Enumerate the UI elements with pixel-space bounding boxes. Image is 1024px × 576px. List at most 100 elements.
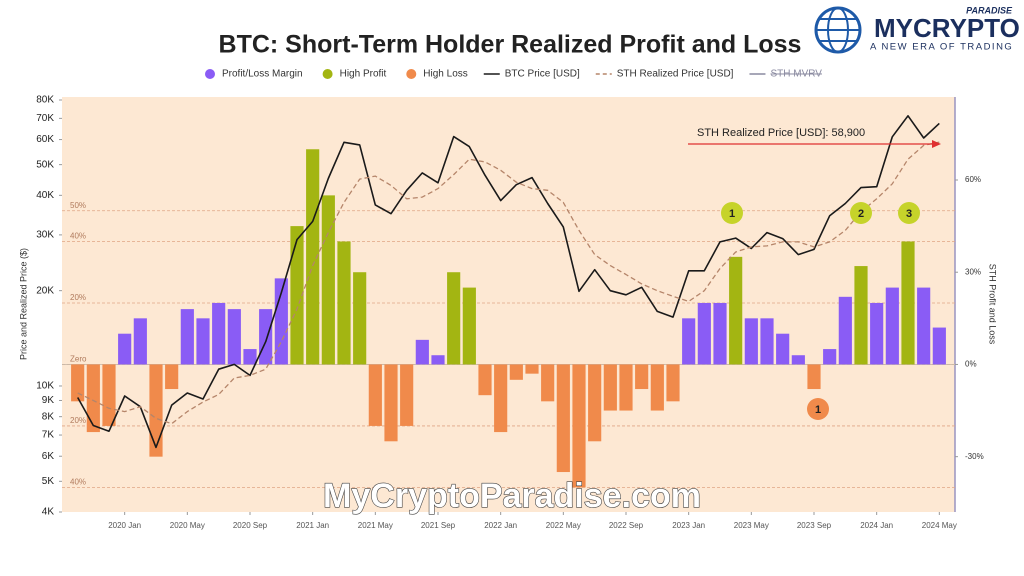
line <box>77 141 940 425</box>
bar <box>384 364 398 442</box>
y-tick-label: 7K <box>42 430 55 441</box>
x-tick-label: 2023 Jan <box>672 521 705 530</box>
y-tick-label: 70K <box>36 113 54 124</box>
bar <box>149 364 163 457</box>
y-tick-label: 8K <box>42 411 55 422</box>
legend-marker <box>406 69 417 79</box>
bar <box>180 309 194 365</box>
bar <box>243 349 257 365</box>
marker-label: 1 <box>815 404 821 416</box>
bar <box>556 364 570 473</box>
bar <box>870 302 884 365</box>
bar <box>509 364 523 380</box>
y2-tick-label: 60% <box>965 175 981 184</box>
line <box>77 115 940 449</box>
guide-label: Zero <box>70 355 87 364</box>
y-tick-label: 60K <box>36 134 54 145</box>
x-tick-label: 2020 Sep <box>233 521 268 530</box>
bar <box>133 318 147 365</box>
y2-tick-label: 30% <box>965 267 981 276</box>
x-tick-label: 2022 Sep <box>609 521 644 530</box>
guide-label: 40% <box>70 478 86 487</box>
bar <box>885 287 899 365</box>
y-tick-label: 80K <box>36 95 54 106</box>
x-tick-label: 2023 May <box>734 521 769 530</box>
marker-badge <box>850 202 872 224</box>
annotation-arrow-head <box>932 140 941 148</box>
y-tick-label: 10K <box>36 381 54 392</box>
watermark: MyCryptoParadise.com <box>323 477 701 515</box>
bar <box>478 364 492 396</box>
plot-area <box>62 97 955 512</box>
bar <box>807 364 821 390</box>
bar <box>901 241 915 365</box>
x-tick-label: 2024 Jan <box>860 521 893 530</box>
bar <box>525 364 539 374</box>
marker-badge <box>898 202 920 224</box>
bar <box>196 318 210 365</box>
bar <box>102 364 116 426</box>
bar <box>744 318 758 365</box>
y2-axis-title: STH Profit and Loss <box>988 264 998 345</box>
bar <box>227 309 241 365</box>
y-tick-label: 40K <box>36 190 54 201</box>
y2-tick-label: 0% <box>965 360 977 369</box>
bar <box>415 339 429 365</box>
legend-label: STH Realized Price [USD] <box>617 69 734 80</box>
chart-title: BTC: Short-Term Holder Realized Profit a… <box>219 31 802 59</box>
bar <box>259 309 273 365</box>
x-tick-label: 2021 Sep <box>421 521 456 530</box>
bar <box>447 272 461 365</box>
x-tick-label: 2023 Sep <box>797 521 832 530</box>
bar <box>86 364 100 433</box>
bar <box>290 226 304 365</box>
bar <box>776 333 790 365</box>
guide-label: 20% <box>70 416 86 425</box>
bar <box>321 195 335 365</box>
bar <box>337 241 351 365</box>
bar <box>572 364 586 488</box>
guide-label: 20% <box>70 293 86 302</box>
bar <box>165 364 179 390</box>
x-tick-label: 2022 May <box>546 521 581 530</box>
legend-label: BTC Price [USD] <box>505 69 580 80</box>
bar <box>729 256 743 365</box>
bar <box>494 364 508 433</box>
y-tick-label: 5K <box>42 476 55 487</box>
y2-tick-label: -30% <box>965 452 984 461</box>
bar <box>697 302 711 365</box>
marker-label: 1 <box>729 208 735 220</box>
guide-label: 50% <box>70 201 86 210</box>
logo-tag: PARADISE <box>966 5 1013 15</box>
bar <box>854 266 868 365</box>
bar <box>823 349 837 365</box>
bar <box>635 364 649 390</box>
bar <box>306 149 320 365</box>
bar <box>462 287 476 365</box>
bar <box>666 364 680 402</box>
y-tick-label: 9K <box>42 395 55 406</box>
bar <box>650 364 664 411</box>
bar <box>917 287 931 365</box>
y-tick-label: 20K <box>36 285 54 296</box>
y-tick-label: 50K <box>36 159 54 170</box>
y-tick-label: 4K <box>42 507 55 518</box>
marker-label: 2 <box>858 208 864 220</box>
y-axis-title: Price and Realized Price ($) <box>18 248 28 360</box>
marker-label: 3 <box>906 208 912 220</box>
bar <box>588 364 602 442</box>
logo-slogan: A NEW ERA OF TRADING <box>870 42 1013 53</box>
bar <box>212 302 226 365</box>
x-tick-label: 2020 Jan <box>108 521 141 530</box>
legend-marker <box>205 69 215 79</box>
x-tick-label: 2020 May <box>170 521 205 530</box>
bar <box>71 364 85 402</box>
bar <box>838 296 852 365</box>
y-tick-label: 30K <box>36 230 54 241</box>
x-tick-label: 2024 May <box>922 521 957 530</box>
bar <box>682 318 696 365</box>
bar <box>619 364 633 411</box>
y-tick-label: 6K <box>42 451 55 462</box>
bar <box>791 355 805 365</box>
